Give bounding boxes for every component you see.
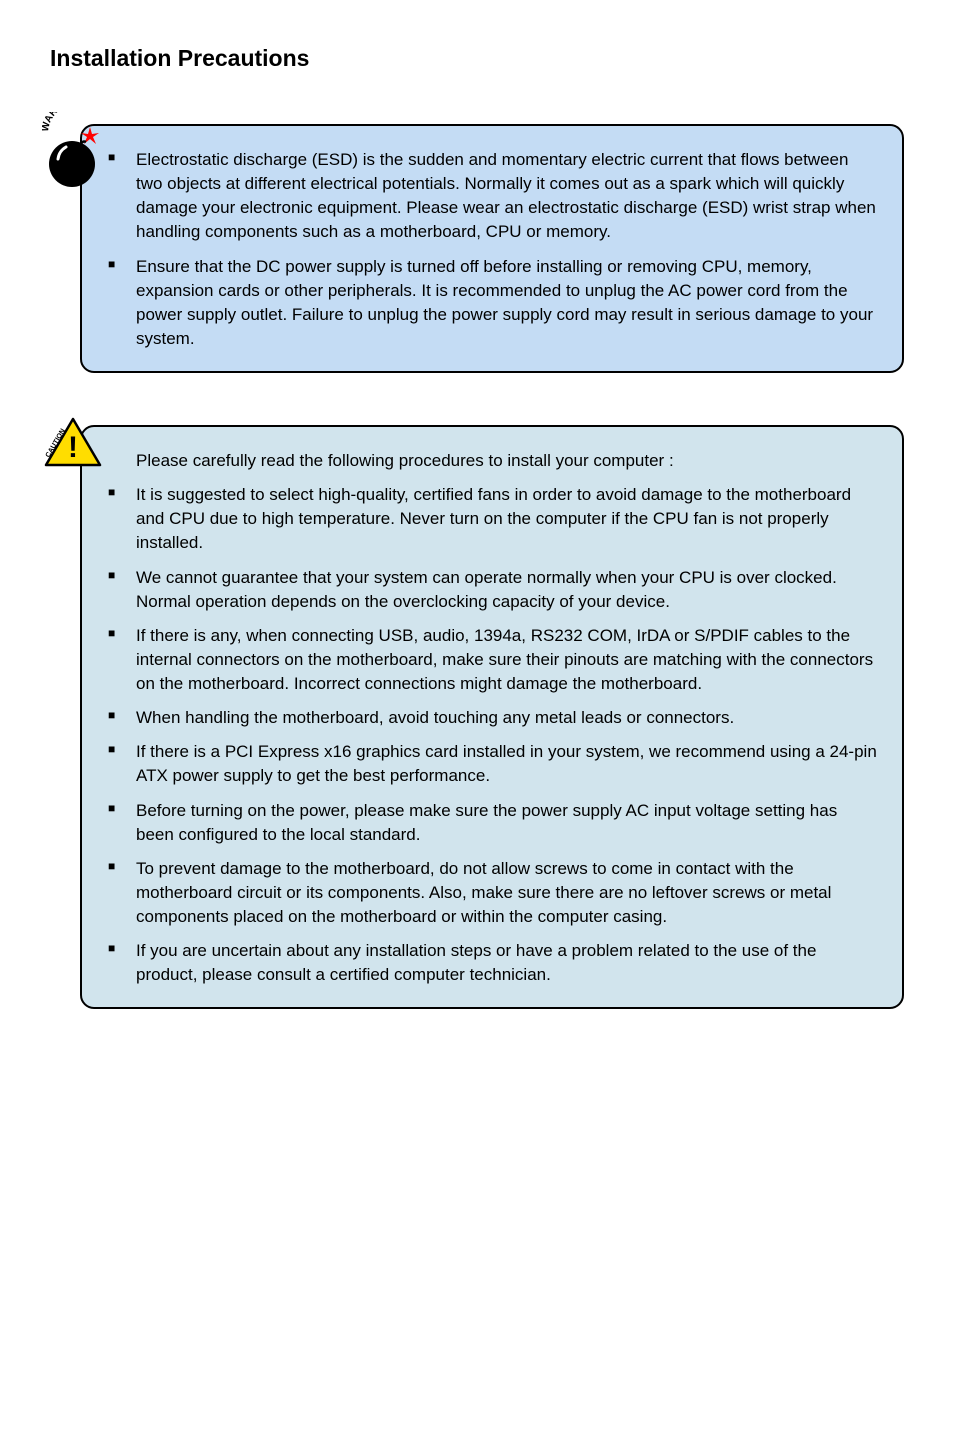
warning-box: Electrostatic discharge (ESD) is the sud… bbox=[80, 124, 904, 373]
caution-item: To prevent damage to the motherboard, do… bbox=[106, 857, 878, 929]
warning-item: Ensure that the DC power supply is turne… bbox=[106, 255, 878, 352]
caution-item: When handling the motherboard, avoid tou… bbox=[106, 706, 878, 730]
caution-item: If there is a PCI Express x16 graphics c… bbox=[106, 740, 878, 788]
page-title: Installation Precautions bbox=[50, 45, 904, 72]
svg-text:WARNING!: WARNING! bbox=[42, 112, 86, 133]
warning-label: WARNING! bbox=[42, 112, 86, 133]
caution-item: It is suggested to select high-quality, … bbox=[106, 483, 878, 555]
warning-bomb-icon: WARNING! bbox=[42, 112, 114, 195]
warning-item: Electrostatic discharge (ESD) is the sud… bbox=[106, 148, 878, 245]
caution-item: We cannot guarantee that your system can… bbox=[106, 566, 878, 614]
caution-section: ! CAUTION Please carefully read the foll… bbox=[50, 425, 904, 1009]
caution-item: If you are uncertain about any installat… bbox=[106, 939, 878, 987]
caution-box: Please carefully read the following proc… bbox=[80, 425, 904, 1009]
warning-list: Electrostatic discharge (ESD) is the sud… bbox=[106, 148, 878, 351]
svg-text:!: ! bbox=[68, 431, 78, 464]
caution-item: Before turning on the power, please make… bbox=[106, 799, 878, 847]
caution-triangle-icon: ! CAUTION bbox=[42, 413, 104, 476]
warning-section: WARNING! Electrostatic discharge (ESD) i… bbox=[50, 124, 904, 373]
caution-list: It is suggested to select high-quality, … bbox=[106, 483, 878, 987]
caution-item: If there is any, when connecting USB, au… bbox=[106, 624, 878, 696]
caution-intro: Please carefully read the following proc… bbox=[136, 449, 878, 473]
